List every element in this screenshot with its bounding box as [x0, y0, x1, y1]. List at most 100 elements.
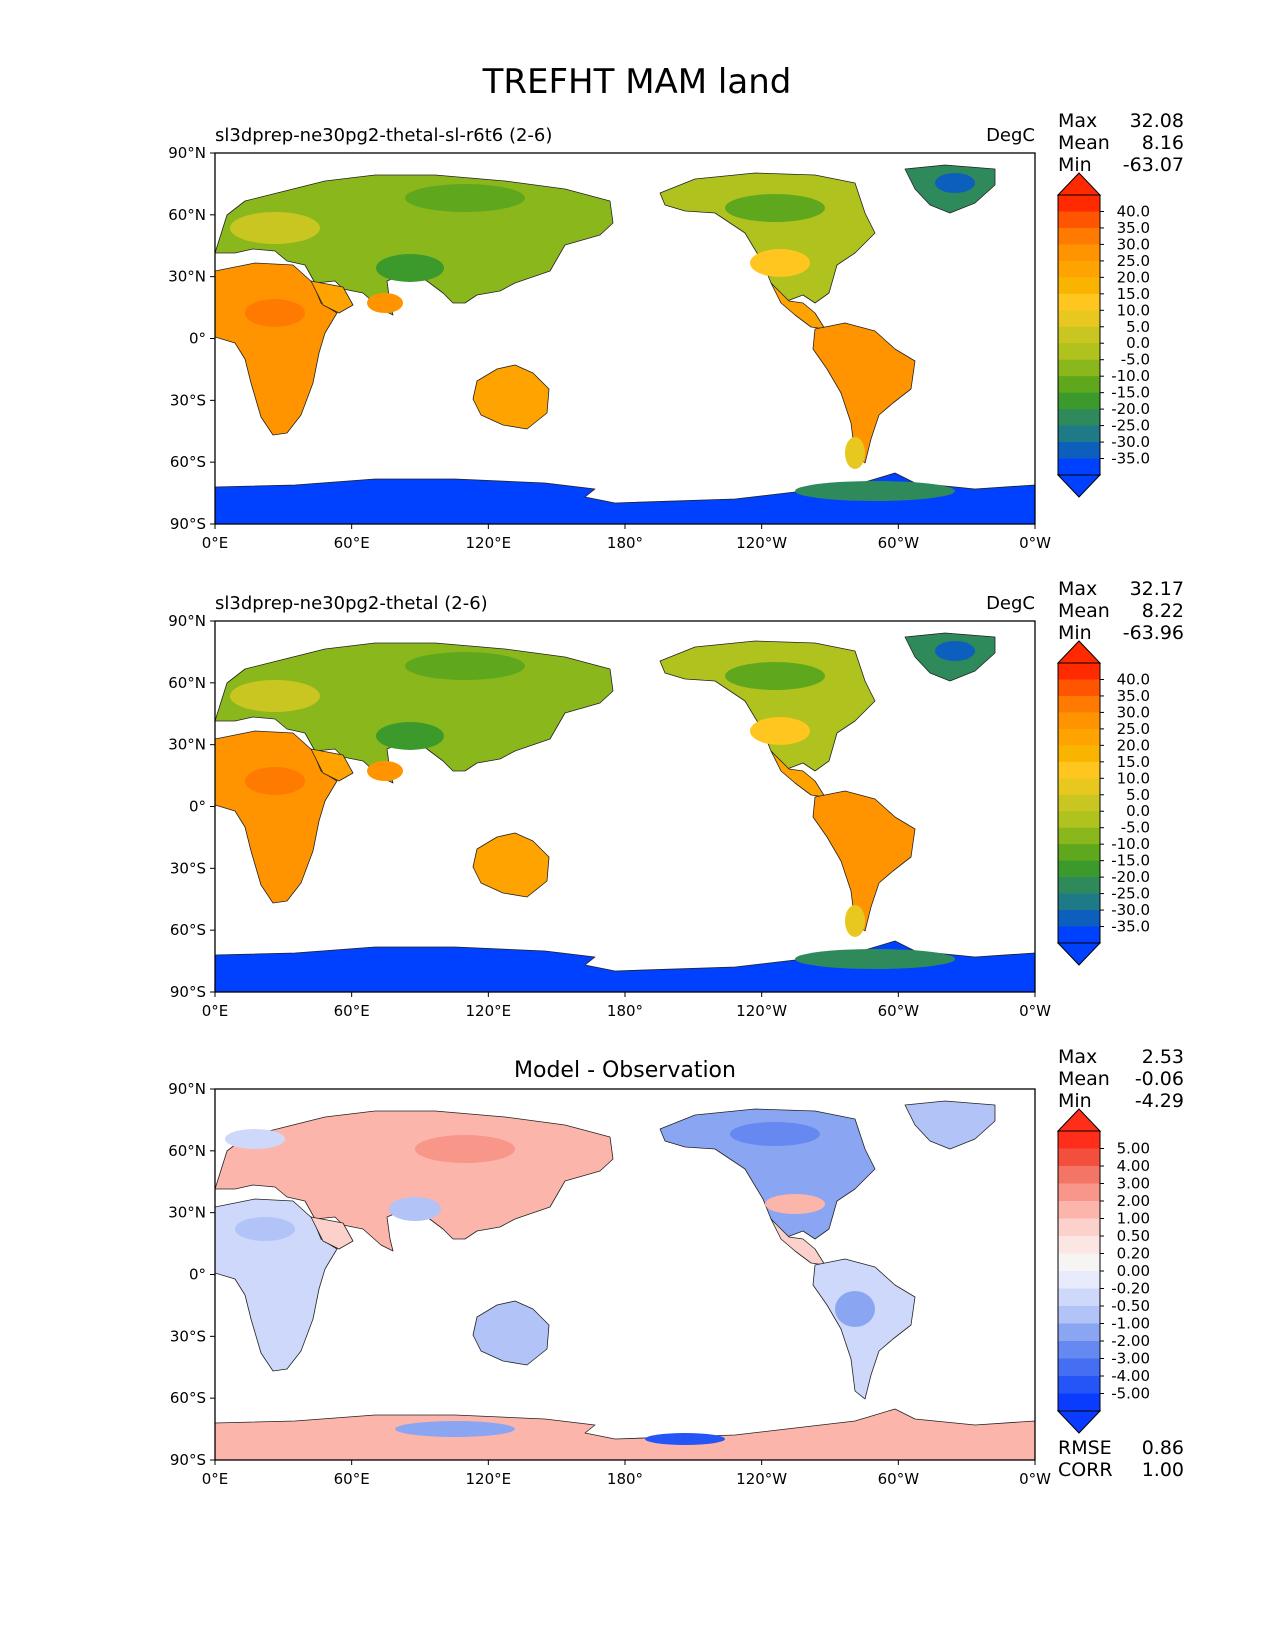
- colorbar-tick-label: 2.00: [1117, 1192, 1150, 1210]
- y-tick-label: 60°N: [168, 1142, 206, 1160]
- colorbar-swatch: [1058, 1323, 1100, 1342]
- y-tick-label: 30°N: [168, 1204, 206, 1222]
- stat-name-max: Max: [1058, 578, 1097, 600]
- colorbar-swatch: [1058, 728, 1100, 746]
- land-arabia: [310, 748, 354, 782]
- stat-value-mean: 8.16: [1142, 132, 1184, 154]
- panel-left-title: sl3dprep-ne30pg2-thetal (2-6): [215, 593, 488, 614]
- panel-left-title: sl3dprep-ne30pg2-thetal-sl-r6t6 (2-6): [215, 125, 552, 146]
- colorbar-tick-label: -15.0: [1111, 384, 1150, 402]
- greenland-core-patch: [935, 641, 975, 661]
- colorbar: 5.004.003.002.001.000.500.200.00-0.20-0.…: [1056, 1108, 1150, 1434]
- colorbar-swatch: [1058, 277, 1100, 295]
- stat-value-max: 32.17: [1130, 578, 1184, 600]
- colorbar-swatch: [1058, 1306, 1100, 1324]
- land-eurasia: [215, 642, 614, 784]
- colorbar-swatch: [1058, 926, 1100, 944]
- colorbar-tick-label: -0.50: [1111, 1297, 1150, 1315]
- colorbar-tick-label: 30.0: [1117, 235, 1150, 253]
- west-antarctic-patch: [795, 949, 955, 969]
- land-layer: [215, 1100, 1035, 1460]
- land-samerica: [812, 1258, 916, 1400]
- panel-units: DegC: [986, 593, 1035, 614]
- patagonia-patch: [845, 905, 865, 937]
- map-area: [214, 1088, 1036, 1461]
- stat-value-max: 32.08: [1130, 110, 1184, 132]
- colorbar-swatch: [1058, 1201, 1100, 1219]
- land-samerica: [812, 790, 916, 932]
- colorbar-swatch: [1058, 1271, 1100, 1289]
- colorbar-swatch: [1058, 1253, 1100, 1272]
- land-arabia: [310, 280, 354, 314]
- colorbar-min-arrow: [1056, 942, 1102, 966]
- usa-mild-patch: [750, 249, 810, 277]
- tibet-cold-patch: [376, 722, 444, 750]
- colorbar-tick-label: -1.00: [1111, 1315, 1150, 1333]
- x-tick-label: 180°: [607, 1470, 643, 1488]
- colorbar-tick-label: -35.0: [1111, 450, 1150, 468]
- colorbar-tick-label: 3.00: [1117, 1175, 1150, 1193]
- colorbar-tick-label: -10.0: [1111, 367, 1150, 385]
- colorbar-tick-label: 10.0: [1117, 769, 1150, 787]
- colorbar-swatch: [1058, 1148, 1100, 1167]
- colorbar-swatch: [1058, 392, 1100, 410]
- colorbar-tick-label: 20.0: [1117, 736, 1150, 754]
- colorbar-tick-label: -3.00: [1111, 1350, 1150, 1368]
- colorbar-tick-label: -5.00: [1111, 1385, 1150, 1403]
- y-tick-label: 90°N: [168, 1080, 206, 1098]
- colorbar-tick-label: -4.00: [1111, 1367, 1150, 1385]
- colorbar-swatch: [1058, 745, 1100, 763]
- land-samerica: [812, 322, 916, 464]
- colorbar-swatch: [1058, 778, 1100, 796]
- colorbar-tick-label: -35.0: [1111, 918, 1150, 936]
- colorbar-swatch: [1058, 211, 1100, 229]
- colorbar-tick-label: -0.20: [1111, 1280, 1150, 1298]
- colorbar-swatch: [1058, 1376, 1100, 1394]
- colorbar-tick-label: 15.0: [1117, 285, 1150, 303]
- y-tick-label: 90°N: [168, 144, 206, 162]
- europe-mild-patch: [230, 680, 320, 712]
- colorbar-swatch: [1058, 910, 1100, 928]
- stat-name-min: Min: [1058, 154, 1092, 176]
- colorbar-frame: [1057, 662, 1101, 944]
- stat-value-min: -4.29: [1135, 1090, 1184, 1112]
- y-tick-label: 0°: [189, 330, 206, 348]
- colorbar-max-arrow: [1056, 172, 1102, 196]
- stat-name-min: Min: [1058, 622, 1092, 644]
- colorbar-tick-label: 0.50: [1117, 1227, 1150, 1245]
- x-tick-label: 120°W: [736, 1470, 787, 1488]
- colorbar-swatch: [1058, 679, 1100, 697]
- colorbar-swatch: [1058, 860, 1100, 878]
- colorbar-tick-label: 0.20: [1117, 1245, 1150, 1263]
- sahara-warm-patch: [245, 299, 305, 327]
- x-tick-label: 180°: [607, 1002, 643, 1020]
- x-tick-label: 180°: [607, 534, 643, 552]
- colorbar-tick-label: 5.0: [1126, 318, 1150, 336]
- land-greenland: [904, 1100, 996, 1150]
- colorbar-swatch: [1058, 1236, 1100, 1254]
- map-area: [214, 152, 1036, 525]
- colorbar-tick-label: -30.0: [1111, 433, 1150, 451]
- india-warm-patch: [367, 293, 403, 313]
- usa-mild-patch: [750, 717, 810, 745]
- colorbar-swatch: [1058, 712, 1100, 730]
- y-tick-label: 30°N: [168, 736, 206, 754]
- colorbar-min-arrow: [1056, 474, 1102, 498]
- colorbar-swatch: [1058, 893, 1100, 911]
- y-tick-label: 60°S: [170, 1389, 206, 1407]
- colorbar-swatch: [1058, 1358, 1100, 1377]
- colorbar-swatch: [1058, 844, 1100, 862]
- usa-bias-patch: [765, 1194, 825, 1214]
- colorbar-swatch: [1058, 195, 1100, 212]
- colorbar-tick-label: -10.0: [1111, 835, 1150, 853]
- colorbar-tick-label: 0.0: [1126, 802, 1150, 820]
- colorbar-tick-label: 4.00: [1117, 1157, 1150, 1175]
- y-tick-label: 60°S: [170, 921, 206, 939]
- patagonia-patch: [845, 437, 865, 469]
- colorbar-swatch: [1058, 1218, 1100, 1237]
- colorbar-tick-label: 0.00: [1117, 1262, 1150, 1280]
- land-africa: [215, 262, 338, 436]
- panel-center-title: Model - Observation: [514, 1058, 736, 1083]
- colorbar-swatch: [1058, 663, 1100, 680]
- colorbar-tick-label: 40.0: [1117, 670, 1150, 688]
